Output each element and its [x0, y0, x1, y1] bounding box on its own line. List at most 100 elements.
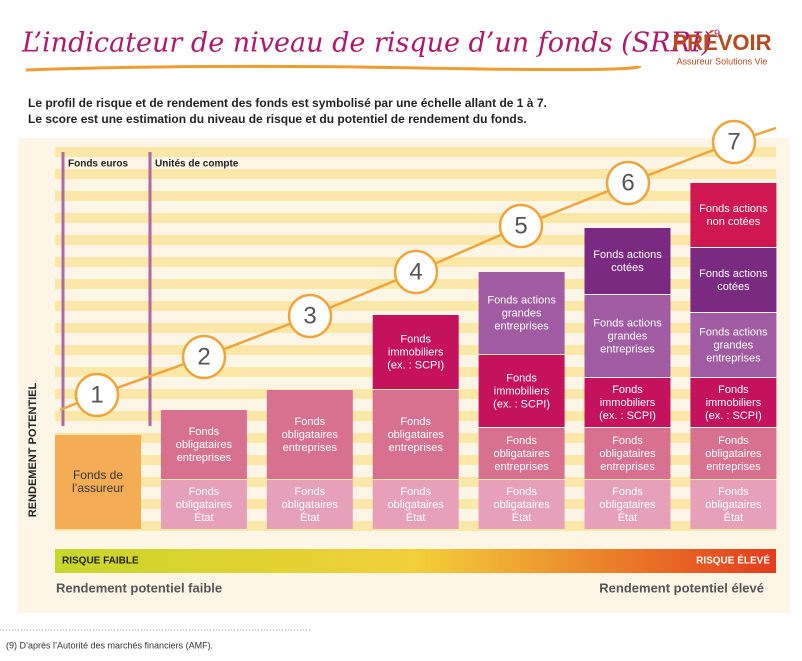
fund-label: État: [194, 511, 214, 524]
fund-label: Fonds actions: [593, 317, 662, 329]
fund-segment: [478, 272, 565, 354]
fund-label: Fonds: [400, 416, 431, 428]
fund-label: obligataires: [282, 499, 339, 511]
title: L’indicateur de niveau de risque d’un fo…: [21, 28, 712, 59]
fund-label: immobiliers: [494, 385, 550, 397]
fund-label: Fonds: [612, 384, 643, 396]
intro-line: Le score est une estimation du niveau de…: [28, 112, 527, 126]
fund-label: entreprises: [283, 442, 338, 454]
level-number: 2: [197, 343, 210, 370]
fund-label: (ex. : SCPI): [599, 410, 656, 422]
fund-label: obligataires: [388, 499, 445, 511]
fund-label: Fonds: [718, 486, 749, 498]
fund-segment: [266, 390, 353, 479]
fund-label: grandes: [608, 330, 648, 342]
group-label: Fonds euros: [68, 159, 128, 170]
fund-label: Fonds: [612, 486, 643, 498]
fund-label: Fonds: [295, 416, 326, 428]
fund-segment: [160, 410, 247, 479]
fund-label: Fonds: [718, 384, 749, 396]
underline: [25, 64, 642, 72]
fund-label: obligataires: [599, 499, 656, 511]
fund-segment: [690, 248, 777, 312]
fund-label: Fonds actions: [487, 294, 556, 306]
footnote: (9) D’après l’Autorité des marchés finan…: [6, 640, 213, 650]
fund-label: État: [724, 511, 744, 524]
fund-label: non cotées: [706, 216, 760, 228]
fund-segment: [690, 428, 777, 479]
fund-segment: [584, 378, 671, 427]
fund-label: obligataires: [282, 429, 339, 441]
fund-segment: [372, 390, 459, 479]
fund-label: entreprises: [600, 343, 655, 355]
fund-label: État: [406, 511, 426, 524]
logo: PRÉVOIR: [672, 30, 771, 55]
level-circle: [287, 293, 333, 339]
fund-segment: [478, 428, 565, 479]
fund-segment: [690, 378, 777, 427]
fund-label: entreprises: [706, 461, 761, 473]
fund-label: Fonds: [400, 333, 431, 345]
level-number: 3: [303, 302, 316, 329]
fund-segment: [372, 480, 459, 529]
fund-segment: [584, 428, 671, 479]
level-number: 7: [727, 128, 740, 155]
fund-segment: [478, 480, 565, 529]
fund-label: (ex. : SCPI): [493, 398, 550, 410]
fund-label: entreprises: [600, 461, 655, 473]
fund-label: Fonds: [189, 426, 220, 438]
level-number: 4: [409, 258, 422, 285]
fund-segment: [55, 435, 141, 529]
fund-label: Fonds actions: [699, 268, 768, 280]
fund-label: obligataires: [493, 499, 550, 511]
level-number: 5: [514, 212, 527, 239]
logo-tagline: Assureur Solutions Vie: [677, 56, 768, 66]
level-number: 6: [621, 169, 634, 196]
fund-label: (ex. : SCPI): [705, 410, 762, 422]
level-circle: [393, 249, 439, 295]
fund-label: obligataires: [599, 448, 656, 460]
risk-bar: [55, 549, 776, 573]
fund-label: État: [300, 511, 320, 524]
fund-label: (ex. : SCPI): [387, 359, 444, 371]
fund-label: immobiliers: [706, 397, 762, 409]
fund-segment: [372, 315, 459, 389]
fund-segment: [690, 183, 777, 247]
fund-segment: [478, 355, 565, 427]
fund-segment: [690, 313, 777, 377]
fund-label: obligataires: [388, 429, 445, 441]
fund-label: Fonds: [400, 486, 431, 498]
fund-label: Fonds: [295, 486, 326, 498]
fund-segment: [584, 295, 671, 377]
fund-label: Fonds actions: [699, 326, 768, 338]
fund-label: entreprises: [494, 461, 549, 473]
fund-label: État: [512, 511, 532, 524]
fund-label: Fonds: [718, 435, 749, 447]
fund-label: immobiliers: [388, 346, 444, 358]
fund-label: obligataires: [705, 448, 762, 460]
fund-label: l’assureur: [72, 481, 124, 495]
fund-label: immobiliers: [600, 397, 656, 409]
fund-label: Fonds actions: [593, 249, 662, 261]
fund-label: obligataires: [176, 499, 233, 511]
fund-label: entreprises: [177, 452, 232, 464]
level-circle: [605, 160, 651, 206]
fund-label: cotées: [611, 262, 644, 274]
fund-label: obligataires: [705, 499, 762, 511]
fund-segment: [160, 480, 247, 529]
return-high: Rendement potentiel élevé: [599, 580, 764, 595]
footnote-mark: 9: [714, 28, 720, 40]
fund-segment: [690, 480, 777, 529]
level-circle: [498, 203, 544, 249]
level-circle: [711, 119, 757, 165]
fund-label: Fonds de: [73, 468, 123, 482]
fund-label: grandes: [714, 339, 754, 351]
risk-low: RISQUE FAIBLE: [62, 556, 139, 567]
fund-label: État: [618, 511, 638, 524]
fund-label: grandes: [502, 307, 542, 319]
level-number: 1: [90, 381, 103, 408]
level-circle: [74, 372, 120, 418]
intro-line: Le profil de risque et de rendement des …: [28, 96, 547, 110]
fund-segment: [266, 480, 353, 529]
